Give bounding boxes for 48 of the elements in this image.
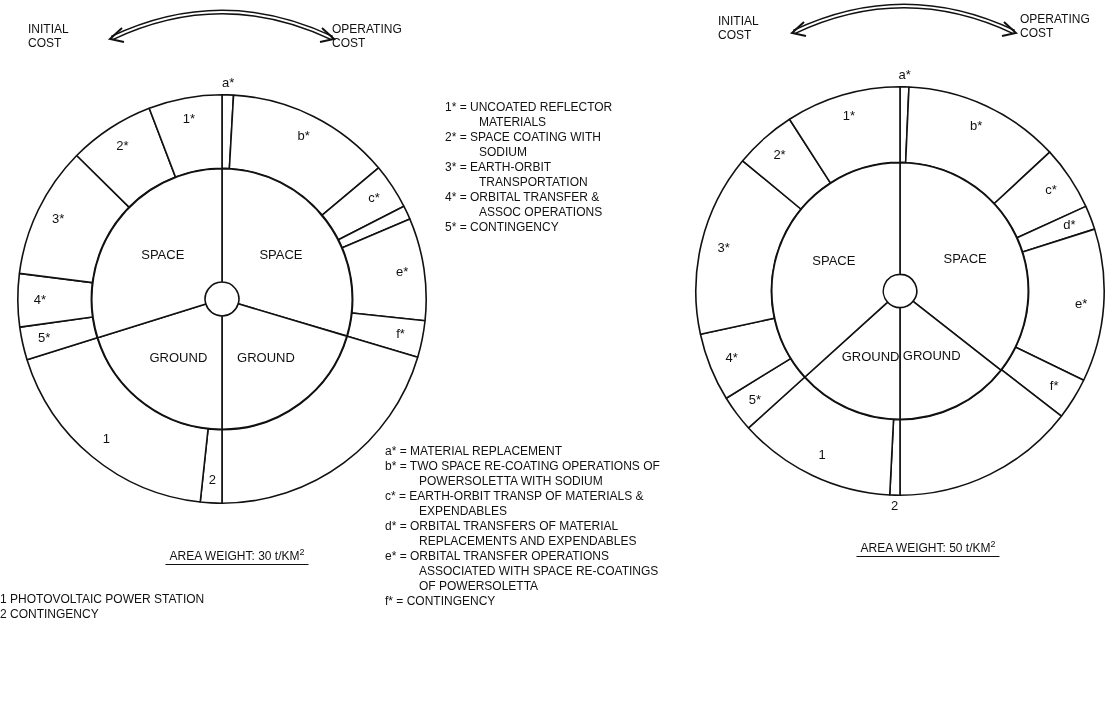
text: f* = CONTINGENCY (385, 594, 497, 609)
text: 5* = CONTINGENCY (445, 220, 560, 235)
slice-label: e* (396, 263, 409, 279)
text: 2 CONTINGENCY (0, 607, 100, 622)
text: INITIAL COST (718, 14, 760, 42)
slice-label: c* (368, 190, 380, 206)
slice-label: 4* (33, 291, 47, 307)
slice-label: GROUND (237, 349, 295, 365)
slice-label: GROUND (902, 347, 961, 363)
slice-label: 5* (38, 330, 51, 346)
slice-label: d* (1063, 217, 1076, 233)
slice-label: b* (297, 127, 310, 143)
slice-label: SPACE (259, 246, 303, 262)
slice-label: SPACE (812, 253, 856, 269)
text: 1* = UNCOATED REFLECTOR MATERIALS (445, 100, 614, 130)
slice-label: f* (396, 326, 405, 342)
slice-label: 5* (748, 391, 761, 407)
slice-label: 4* (725, 350, 738, 366)
text: OPERATING COST (332, 22, 403, 50)
text: 4* = ORBITAL TRANSFER & ASSOC OPERATIONS (445, 190, 604, 220)
text: 3* = EARTH-ORBIT TRANSPORTATION (445, 160, 589, 190)
slice-label: 3* (717, 239, 730, 255)
text: AREA WEIGHT: 30 t/KM$^{2}$ (165, 545, 309, 565)
slice-label: 1 (818, 446, 826, 462)
text: OPERATING COST (1020, 12, 1091, 40)
slice-label: 1* (842, 108, 855, 124)
slice-label: 3* (52, 210, 65, 226)
slice-label: SPACE (141, 246, 185, 262)
slice-label: 2* (773, 146, 786, 162)
slice-label: GROUND (841, 348, 900, 364)
slice-label: f* (1049, 378, 1059, 394)
text: INITIAL COST (28, 22, 70, 50)
text: a* = MATERIAL REPLACEMENT (385, 444, 564, 459)
text: AREA WEIGHT: 50 t/KM$^{2}$ (856, 537, 1000, 557)
text: 1 PHOTOVOLTAIC POWER STATION (0, 592, 206, 607)
text: 2* = SPACE COATING WITH SODIUM (445, 130, 602, 160)
slice-label: SPACE (943, 250, 988, 266)
slice-label: 2 (890, 497, 899, 513)
slice-label: GROUND (149, 349, 208, 365)
slice-label: 2 (208, 472, 216, 488)
slice-label: a* (221, 75, 235, 91)
slice-label: 2* (116, 138, 129, 154)
slice-label: b* (970, 117, 983, 133)
slice-label: e* (1074, 295, 1088, 311)
slice-label: 1 (102, 431, 110, 447)
slice-label: c* (1045, 181, 1057, 197)
slice-label: a* (898, 67, 911, 83)
slice-label: 1* (182, 111, 196, 127)
